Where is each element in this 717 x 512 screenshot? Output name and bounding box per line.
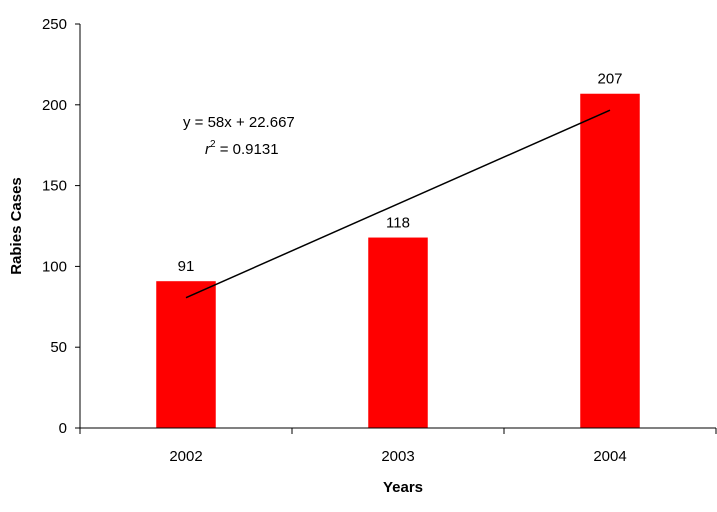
data-label: 118 bbox=[386, 214, 410, 231]
trendline bbox=[185, 109, 611, 299]
y-axis-title: Rabies Cases bbox=[8, 177, 25, 275]
y-ticks-group: 0 50 100 150 200 250 bbox=[42, 16, 80, 437]
x-tick-label: 2002 bbox=[169, 448, 202, 465]
x-tick-label: 2004 bbox=[593, 448, 626, 465]
data-labels-group: 91 118 207 bbox=[178, 70, 623, 274]
data-label: 207 bbox=[597, 70, 622, 87]
y-tick-label: 250 bbox=[42, 16, 67, 33]
bar-2002 bbox=[155, 280, 217, 429]
trendline-r-squared: r2 = 0.9131 bbox=[205, 139, 279, 158]
y-tick-label: 50 bbox=[50, 339, 67, 356]
x-ticks-group: 2002 2003 2004 bbox=[79, 428, 717, 465]
data-label: 91 bbox=[178, 258, 195, 275]
y-tick-label: 0 bbox=[59, 420, 67, 437]
bars-group bbox=[155, 93, 641, 429]
y-tick-label: 200 bbox=[42, 97, 67, 114]
bar-2003 bbox=[367, 237, 429, 429]
y-tick-label: 150 bbox=[42, 178, 67, 195]
axes-group bbox=[79, 24, 716, 429]
x-axis-title: Years bbox=[383, 479, 423, 496]
trendline-equation: y = 58x + 22.667 bbox=[183, 114, 295, 131]
y-tick-label: 100 bbox=[42, 258, 67, 275]
x-tick-label: 2003 bbox=[381, 448, 414, 465]
bar-2004 bbox=[579, 93, 641, 429]
